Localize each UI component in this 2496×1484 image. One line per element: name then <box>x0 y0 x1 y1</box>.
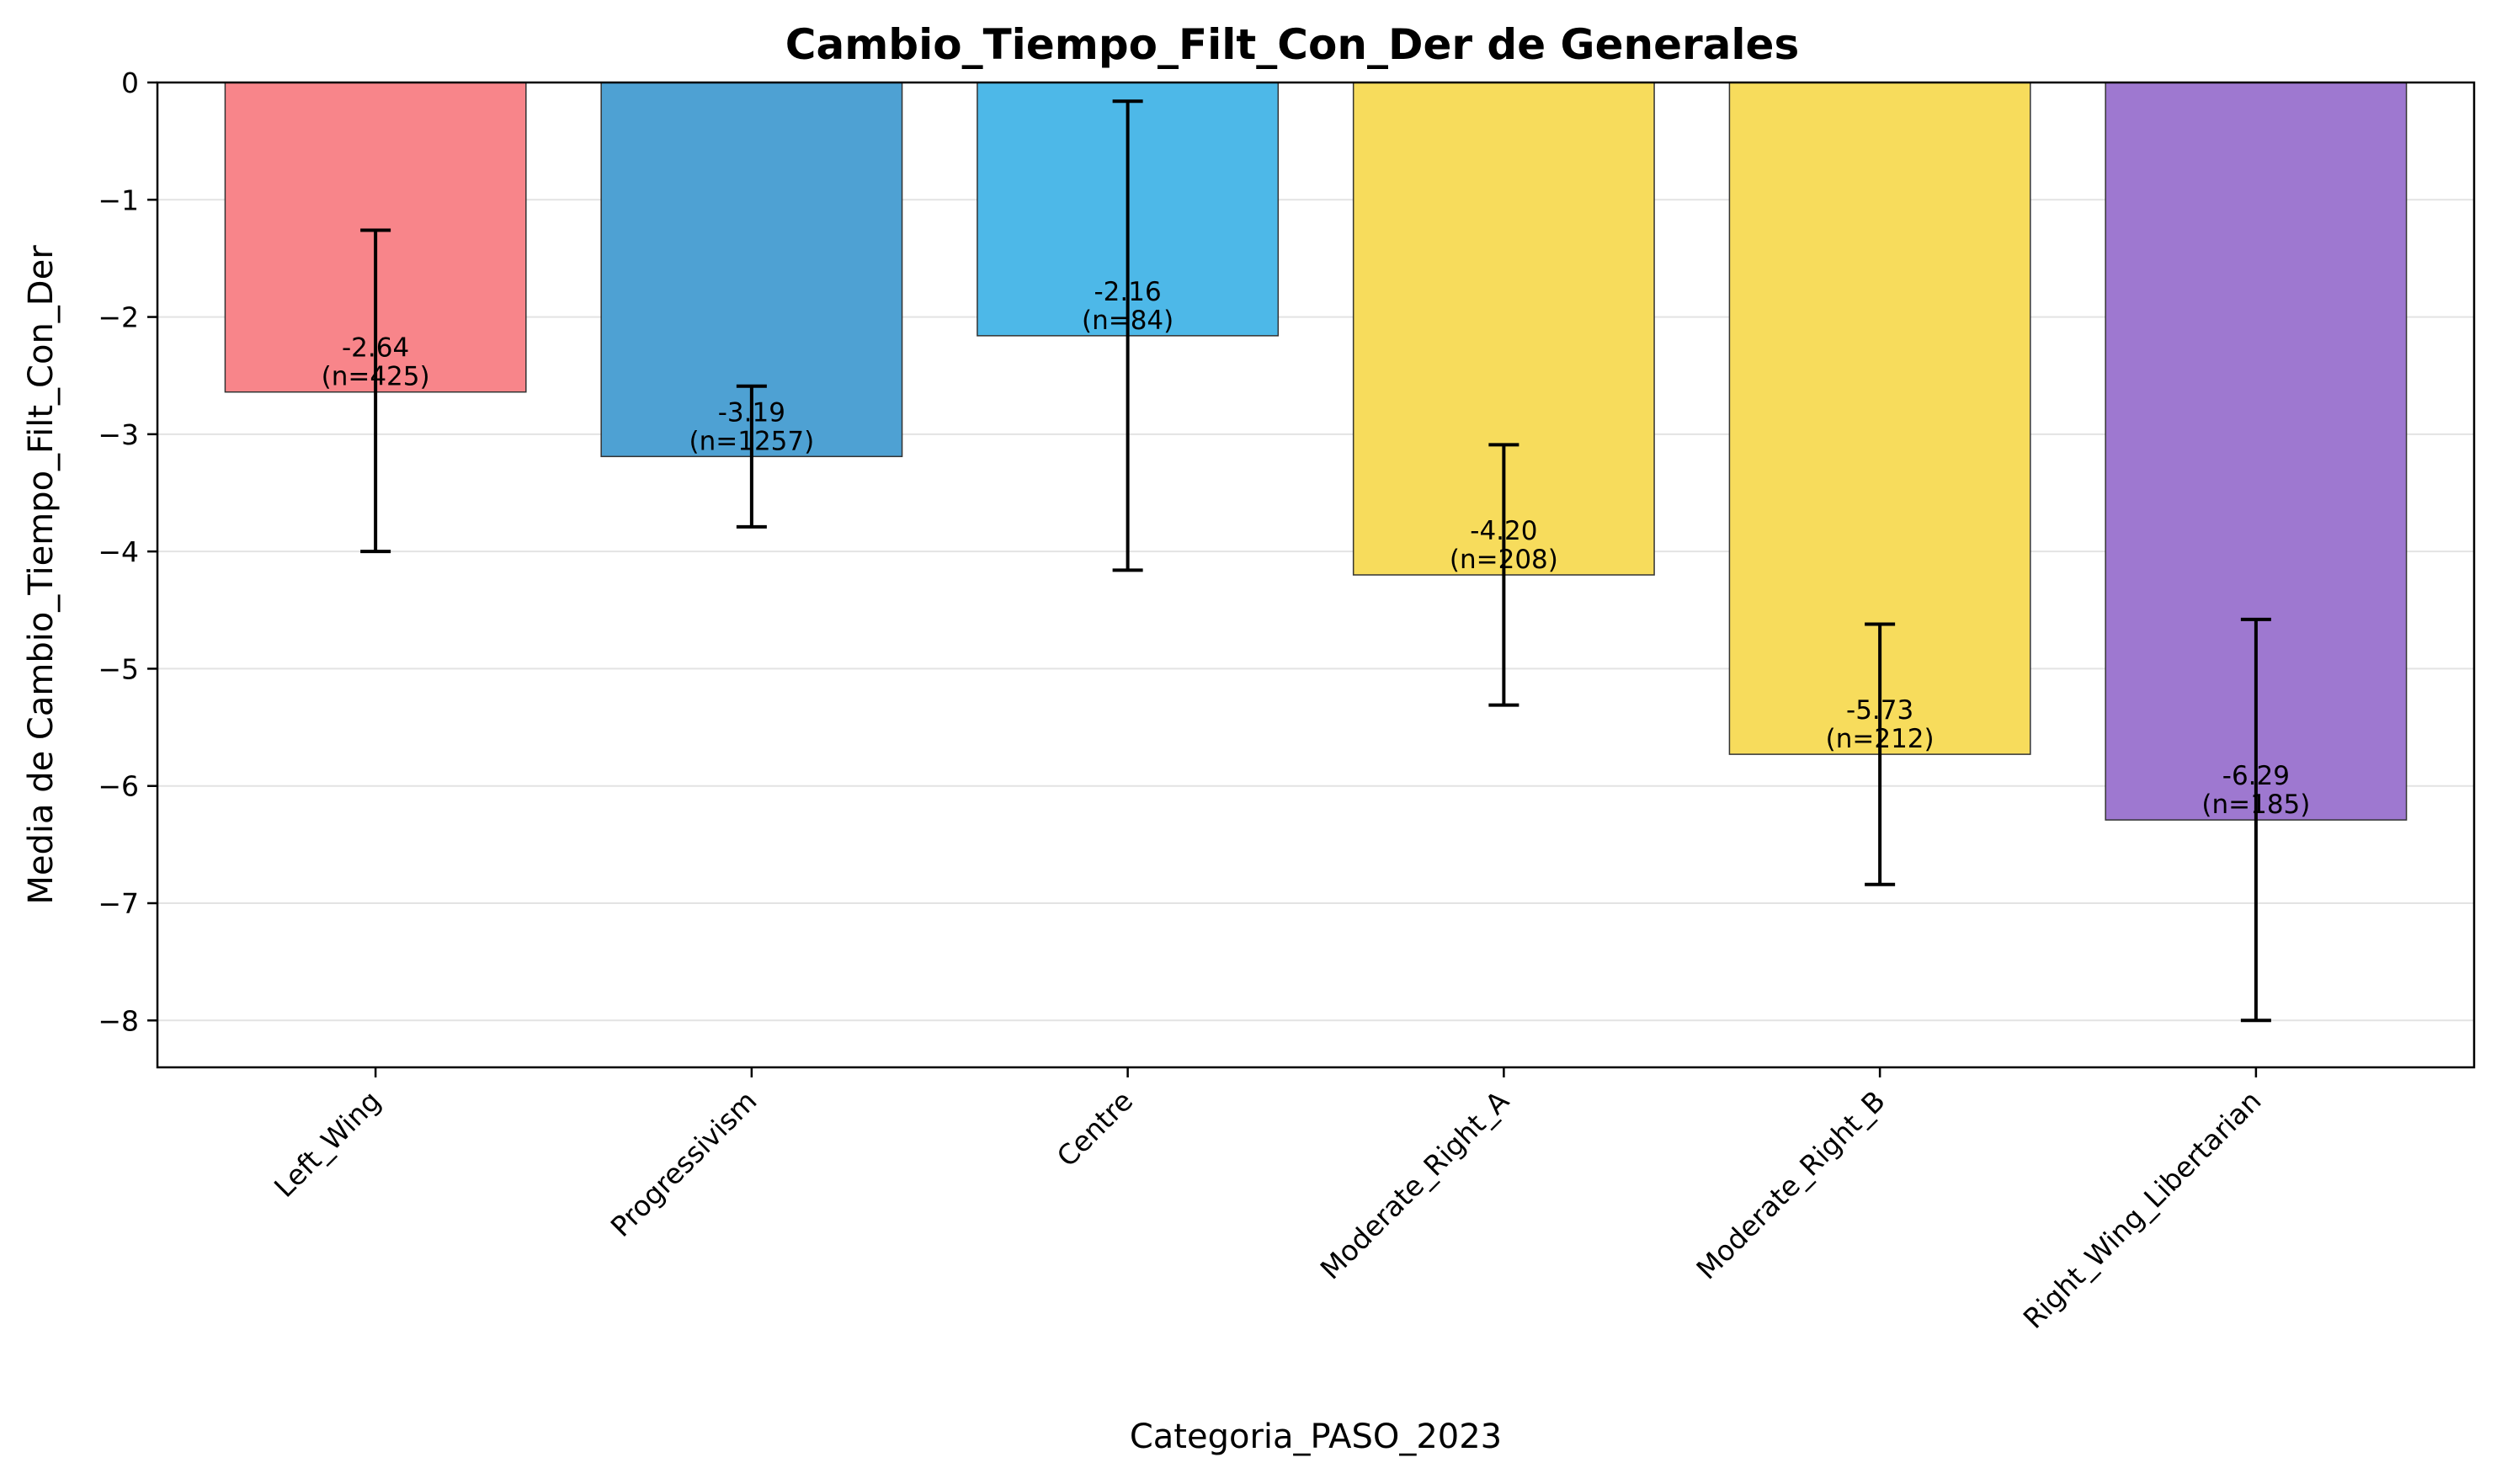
value-label: -2.16 <box>1094 277 1162 307</box>
y-tick-label: −3 <box>98 418 139 451</box>
n-label: (n=208) <box>1450 545 1558 575</box>
n-label: (n=1257) <box>689 426 815 456</box>
y-tick-label: −2 <box>98 301 139 334</box>
gridlines <box>157 82 2474 1022</box>
y-axis-label: Media de Cambio_Tiempo_Filt_Con_Der <box>22 245 61 905</box>
n-label: (n=212) <box>1826 724 1935 754</box>
y-tick-label: −5 <box>98 652 139 685</box>
x-tick-label: Moderate_Right_B <box>1690 1084 1891 1285</box>
value-label: -5.73 <box>1846 695 1913 726</box>
x-tick-label: Moderate_Right_A <box>1314 1084 1516 1286</box>
n-label: (n=84) <box>1082 306 1173 336</box>
bars <box>224 82 2408 821</box>
x-axis-label: Categoria_PASO_2023 <box>1130 1418 1502 1456</box>
value-label: -2.64 <box>342 333 409 364</box>
chart-title: Cambio_Tiempo_Filt_Con_Der de Generales <box>785 20 1799 69</box>
data-labels: -2.64(n=425) -3.19(n=1257) -2.16(n=84) -4.2… <box>322 277 2311 820</box>
y-tick-label: −4 <box>98 535 139 568</box>
x-axis: Left_Wing Progressivism Centre Moderate_Rig… <box>268 1067 2268 1335</box>
y-tick-label: −6 <box>98 770 139 803</box>
value-label: -4.20 <box>1470 516 1537 546</box>
plot-frame <box>156 81 2476 1069</box>
x-tick-label: Left_Wing <box>268 1084 387 1204</box>
n-label: (n=425) <box>322 362 430 392</box>
y-axis: 0 −1 −2 −3 −4 −5 −6 −7 −8 <box>98 66 157 1037</box>
value-label: -3.19 <box>718 397 785 428</box>
y-tick-label: 0 <box>121 66 139 99</box>
y-tick-label: −1 <box>98 184 139 216</box>
x-tick-label: Progressivism <box>604 1084 764 1243</box>
x-tick-label: Centre <box>1051 1084 1140 1173</box>
y-tick-label: −7 <box>98 887 139 920</box>
error-bars <box>360 99 2271 1023</box>
y-tick-label: −8 <box>98 1004 139 1037</box>
value-label: -6.29 <box>2222 761 2290 791</box>
x-tick-label: Right_Wing_Libertarian <box>2017 1084 2268 1335</box>
n-label: (n=185) <box>2201 790 2310 820</box>
